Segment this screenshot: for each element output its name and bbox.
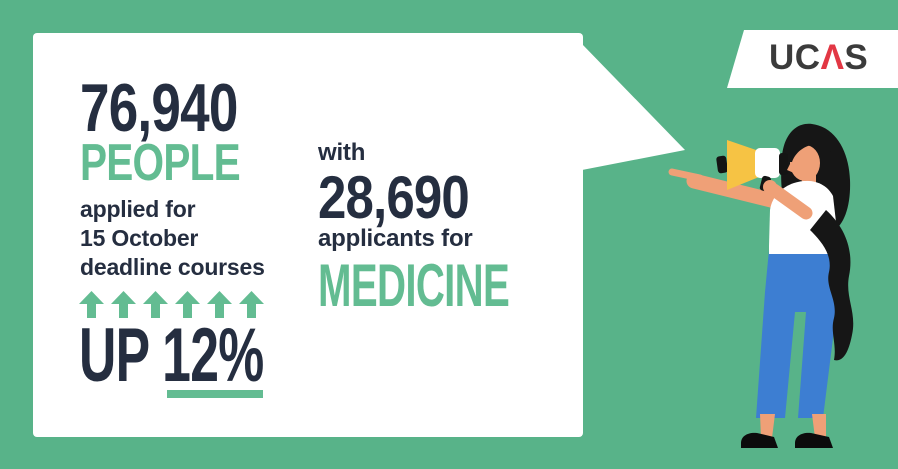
up-arrow-icon <box>79 291 104 318</box>
applicants-number: 76,940 <box>80 70 238 146</box>
medicine-number: 28,690 <box>318 164 470 231</box>
holding-forearm <box>767 183 813 220</box>
change-percentage: UP 12% <box>79 313 264 398</box>
hair-strand <box>810 210 854 361</box>
green-underline <box>167 390 263 398</box>
applicants-label: PEOPLE <box>80 134 241 192</box>
ucas-logo-s: S <box>844 38 869 77</box>
left-ankle <box>760 414 775 438</box>
ucas-logo-banner: UCΛS <box>727 30 898 88</box>
up-arrow-icon <box>111 291 136 318</box>
speech-bubble-card: 76,940 PEOPLE applied for 15 October dea… <box>33 33 583 437</box>
woman-with-megaphone-illustration <box>668 123 854 448</box>
up-arrows-row <box>79 291 264 318</box>
description-line-2: 15 October <box>80 225 199 251</box>
ucas-logo: UCΛS <box>769 40 868 75</box>
up-arrow-icon <box>175 291 200 318</box>
medicine-subject: MEDICINE <box>318 252 510 319</box>
ucas-logo-a: Λ <box>820 38 845 77</box>
description-line-1: applied for <box>80 196 196 222</box>
face <box>790 145 820 181</box>
up-arrow-icon <box>239 291 264 318</box>
medicine-prefix: with <box>318 139 366 166</box>
hair-fringe <box>787 128 838 162</box>
up-arrow-icon <box>207 291 232 318</box>
pointing-finger <box>668 168 704 182</box>
nose <box>787 160 794 173</box>
medicine-suffix: applicants for <box>318 225 473 252</box>
description-line-3: deadline courses <box>80 254 265 280</box>
right-shoe <box>795 432 833 448</box>
right-ankle <box>812 414 826 438</box>
left-shoe <box>741 432 778 448</box>
megaphone-icon <box>716 140 788 194</box>
ucas-logo-uc: UC <box>769 38 821 77</box>
applicants-description: applied for 15 October deadline courses <box>80 195 265 282</box>
up-arrow-icon <box>143 291 168 318</box>
speech-bubble-tail <box>582 44 685 170</box>
jeans <box>756 250 839 418</box>
holding-hand <box>763 180 777 194</box>
